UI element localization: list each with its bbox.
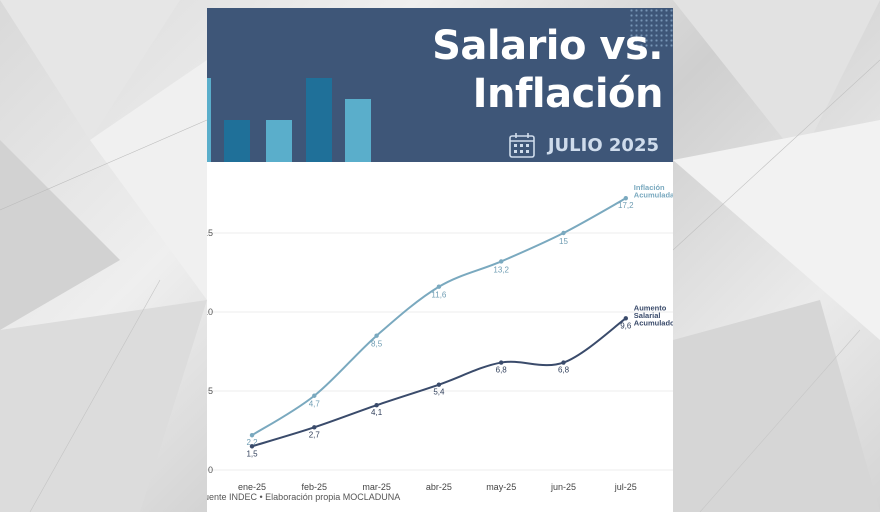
decorative-bar xyxy=(266,120,292,162)
data-label: 8,5 xyxy=(371,340,383,349)
x-tick-label: abr-25 xyxy=(426,482,452,492)
data-label: 2,7 xyxy=(309,430,321,439)
data-point xyxy=(249,444,255,449)
y-tick-label: 0 xyxy=(208,465,213,475)
decorative-bar xyxy=(207,78,211,162)
title-line-2: Inflación xyxy=(472,71,664,117)
infographic-card: Salario vs. Inflación JULIO 2025 0 5 10 15 e… xyxy=(207,8,673,512)
data-point xyxy=(436,382,442,387)
series-name-label: Aumento xyxy=(634,303,667,312)
calendar-icon xyxy=(509,133,535,158)
data-point xyxy=(561,360,566,365)
title-line-1: Salario vs. xyxy=(432,23,663,69)
data-point xyxy=(499,259,504,264)
data-point xyxy=(436,284,442,289)
data-point xyxy=(312,393,317,398)
data-label: 4,1 xyxy=(371,408,383,417)
data-label: 4,7 xyxy=(309,400,321,409)
data-point xyxy=(249,433,255,438)
decorative-bar xyxy=(306,78,332,162)
decorative-bar xyxy=(345,99,371,162)
x-tick-label: jun-25 xyxy=(550,482,576,492)
date-label: JULIO 2025 xyxy=(547,134,659,156)
series-line xyxy=(251,317,627,448)
data-label: 9,6 xyxy=(620,321,632,330)
data-point xyxy=(623,196,628,201)
x-tick-label: feb-25 xyxy=(302,482,328,492)
series-name-label: Inflación xyxy=(634,183,665,192)
data-label: 13,2 xyxy=(493,265,509,274)
data-point xyxy=(374,403,379,408)
source-note: uente INDEC • Elaboración propia MOCLADU… xyxy=(207,492,401,502)
decorative-bar xyxy=(224,120,250,162)
data-label: 11,6 xyxy=(431,291,447,300)
data-point xyxy=(499,360,504,365)
data-point xyxy=(561,230,566,236)
dot-pattern xyxy=(629,8,673,48)
data-label: 6,8 xyxy=(496,366,508,375)
page-title: Salario vs. Inflación xyxy=(432,22,663,118)
date-row: JULIO 2025 xyxy=(508,130,659,160)
data-point xyxy=(312,425,317,430)
series-name-label: Salarial xyxy=(634,311,661,320)
x-tick-label: ene-25 xyxy=(238,482,266,492)
x-tick-label: may-25 xyxy=(486,482,516,492)
data-label: 2,2 xyxy=(246,438,258,447)
line-chart: 0 5 10 15 ene-25 feb-25 mar-25 abr-25 may-25 jun-… xyxy=(207,183,673,492)
data-label: 1,5 xyxy=(246,449,258,458)
data-label: 17,2 xyxy=(618,201,634,210)
series-name-label: Acumulada xyxy=(634,191,673,200)
data-point xyxy=(374,333,379,338)
y-tick-label: 10 xyxy=(207,307,213,317)
x-tick-label: mar-25 xyxy=(362,482,391,492)
header-banner: Salario vs. Inflación JULIO 2025 xyxy=(207,8,673,162)
data-label: 5,4 xyxy=(433,388,445,397)
data-point xyxy=(623,316,628,321)
data-label: 15 xyxy=(559,237,568,246)
y-tick-label: 15 xyxy=(207,228,213,238)
data-label: 6,8 xyxy=(558,366,570,375)
series-name-label: Acumulado xyxy=(634,318,673,327)
x-tick-label: jul-25 xyxy=(614,482,637,492)
y-tick-label: 5 xyxy=(208,386,213,396)
